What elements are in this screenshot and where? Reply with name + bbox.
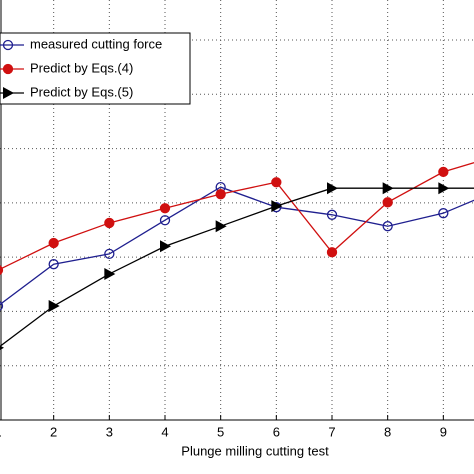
legend-label: Predict by Eqs.(5) bbox=[30, 84, 133, 99]
series-line bbox=[0, 161, 474, 270]
legend-box bbox=[0, 32, 191, 105]
marker bbox=[104, 217, 115, 229]
legend-label: Predict by Eqs.(4) bbox=[30, 60, 133, 75]
marker bbox=[3, 87, 14, 99]
series-line bbox=[0, 186, 474, 306]
x-tick-label: 6 bbox=[273, 424, 280, 439]
x-tick-label: 9 bbox=[440, 424, 447, 439]
x-tick-label: 1 bbox=[0, 424, 2, 439]
marker bbox=[159, 215, 171, 226]
marker bbox=[160, 240, 171, 253]
legend-label: measured cutting force bbox=[30, 36, 162, 51]
marker bbox=[438, 208, 449, 219]
marker bbox=[382, 182, 394, 195]
marker bbox=[104, 267, 116, 280]
marker bbox=[104, 248, 115, 260]
marker bbox=[438, 166, 449, 178]
x-tick-label: 3 bbox=[106, 424, 113, 439]
marker bbox=[382, 197, 393, 208]
marker bbox=[159, 203, 171, 214]
marker bbox=[382, 221, 393, 232]
marker bbox=[2, 39, 14, 51]
x-tick-label: 7 bbox=[328, 424, 335, 439]
marker bbox=[0, 301, 4, 311]
legend: measured cutting force Predict by Eqs.(4)… bbox=[0, 32, 191, 105]
marker bbox=[215, 189, 226, 200]
marker bbox=[271, 200, 283, 213]
x-tick-label: 8 bbox=[384, 424, 391, 439]
marker bbox=[327, 182, 338, 195]
x-tick-label: 4 bbox=[161, 424, 168, 439]
marker bbox=[326, 247, 338, 258]
marker bbox=[48, 259, 59, 270]
x-axis-label: Plunge milling cutting test bbox=[181, 443, 329, 458]
marker bbox=[326, 209, 338, 220]
x-tick-label: 2 bbox=[50, 424, 57, 439]
marker bbox=[2, 63, 14, 75]
marker bbox=[271, 177, 282, 188]
marker bbox=[0, 345, 4, 350]
marker bbox=[438, 182, 450, 195]
marker bbox=[48, 237, 59, 249]
x-tick-label: 5 bbox=[217, 424, 224, 439]
series-line bbox=[0, 187, 474, 348]
marker bbox=[215, 220, 227, 233]
marker bbox=[0, 265, 4, 275]
marker bbox=[48, 300, 60, 312]
